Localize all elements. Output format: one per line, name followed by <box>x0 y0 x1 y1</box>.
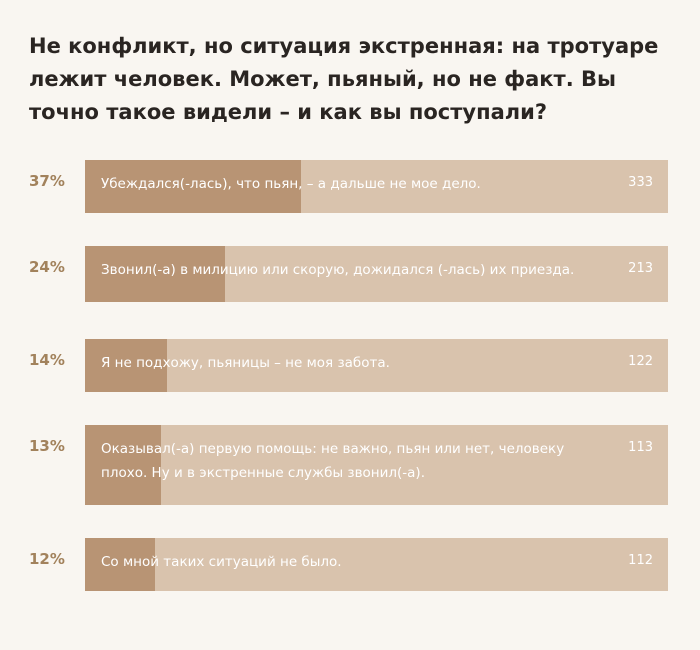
percent-label: 13% <box>29 437 65 455</box>
vote-count: 213 <box>628 261 653 276</box>
answer-label: Оказывал(-а) первую помощь: не важно, пь… <box>101 441 565 481</box>
answer-label: Звонил(-а) в милицию или скорую, дожидал… <box>101 262 575 278</box>
bar-track: Я не подхожу, пьяницы – не моя забота. 12… <box>85 339 668 392</box>
result-row: 14% Я не подхожу, пьяницы – не моя забота… <box>0 339 700 392</box>
bar-fill <box>85 246 225 302</box>
result-row: 12% Со мной таких ситуаций не было. 112 <box>0 538 700 591</box>
vote-count: 113 <box>628 440 653 455</box>
bar-track: Звонил(-а) в милицию или скорую, дожидал… <box>85 246 668 302</box>
vote-count: 122 <box>628 354 653 369</box>
percent-label: 14% <box>29 351 65 369</box>
percent-label: 37% <box>29 172 65 190</box>
result-row: 24% Звонил(-а) в милицию или скорую, дожи… <box>0 246 700 302</box>
bar-fill <box>85 160 301 213</box>
bar-track: Оказывал(-а) первую помощь: не важно, пь… <box>85 425 668 505</box>
answer-label: Убеждался(-лась), что пьян, – а дальше н… <box>101 176 481 192</box>
bar-fill <box>85 538 155 591</box>
bar-fill <box>85 425 161 505</box>
bar-fill <box>85 339 167 392</box>
result-row: 13% Оказывал(-а) первую помощь: не важно,… <box>0 425 700 505</box>
answer-label: Со мной таких ситуаций не было. <box>101 554 342 570</box>
bar-track: Убеждался(-лась), что пьян, – а дальше н… <box>85 160 668 213</box>
vote-count: 333 <box>628 175 653 190</box>
bar-track: Со мной таких ситуаций не было. 112 <box>85 538 668 591</box>
result-row: 37% Убеждался(-лась), что пьян, – а дальш… <box>0 160 700 213</box>
question-title: Не конфликт, но ситуация экстренная: на … <box>29 34 659 124</box>
percent-label: 12% <box>29 550 65 568</box>
answer-label: Я не подхожу, пьяницы – не моя забота. <box>101 355 390 371</box>
percent-label: 24% <box>29 258 65 276</box>
vote-count: 112 <box>628 553 653 568</box>
